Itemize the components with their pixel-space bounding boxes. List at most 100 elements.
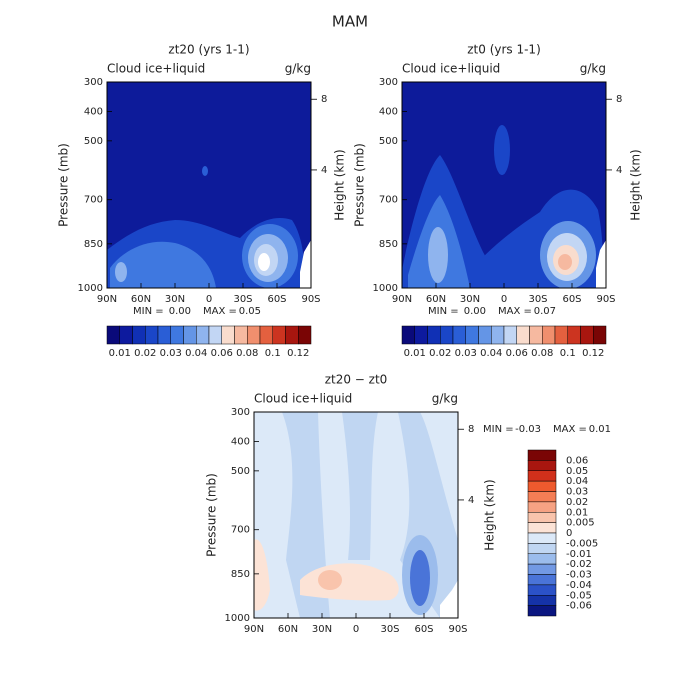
y-tick-label: 300 <box>231 407 250 418</box>
colorbar-box <box>527 449 557 461</box>
x-tick-label: 30N <box>312 624 332 635</box>
colorbar-box <box>285 325 299 345</box>
colorbar-box <box>527 470 557 482</box>
colorbar-box <box>234 325 248 345</box>
colorbar-box <box>527 543 557 554</box>
y-tick-label: 850 <box>84 239 103 250</box>
colorbar-box <box>465 325 479 345</box>
y-tick-label: 400 <box>84 106 103 117</box>
x-tick-label: 90S <box>301 294 320 305</box>
colorbar-box <box>529 325 543 345</box>
max-label: MAX = <box>203 306 237 317</box>
colorbar-label: 0.05 <box>566 466 588 477</box>
colorbar-label: -0.06 <box>566 601 592 612</box>
x-tick-label: 60S <box>414 624 433 635</box>
colorbar-box <box>132 325 146 345</box>
colorbar-label: 0.02 <box>429 348 451 359</box>
colorbar-box <box>401 325 415 345</box>
x-tick-label: 60N <box>426 294 446 305</box>
colorbar-label: 0.08 <box>531 348 553 359</box>
colorbar-label: 0.06 <box>566 455 588 466</box>
colorbar-box <box>478 325 492 345</box>
colorbar-box <box>259 325 273 345</box>
colorbar-label: 0.12 <box>287 348 309 359</box>
colorbar-box <box>527 480 557 492</box>
colorbar-label: -0.05 <box>566 590 592 601</box>
colorbar-label: 0.03 <box>160 348 182 359</box>
y2-axis-label: Height (km) <box>629 149 643 220</box>
colorbar-label: 0.01 <box>566 507 588 518</box>
colorbar-label: 0.03 <box>455 348 477 359</box>
y-tick-label: 700 <box>231 525 250 536</box>
x-tick-label: 90N <box>97 294 117 305</box>
colorbar-box <box>527 522 557 534</box>
colorbar-box <box>527 501 557 513</box>
min-value: -0.03 <box>515 424 541 435</box>
colorbar-label: 0.04 <box>185 348 207 359</box>
units: g/kg <box>285 62 311 76</box>
contour-field <box>254 412 458 618</box>
subtitle: Cloud ice+liquid <box>254 392 352 406</box>
x-tick-label: 30N <box>460 294 480 305</box>
y-tick-label: 300 <box>84 77 103 88</box>
x-tick-label: 60N <box>278 624 298 635</box>
colorbar-box <box>208 325 222 345</box>
x-tick-label: 90S <box>448 624 467 635</box>
suptitle: MAM <box>332 13 368 31</box>
colorbar-box <box>491 325 505 345</box>
colorbar-box <box>527 532 557 544</box>
colorbar-box <box>527 605 557 617</box>
colorbar-box <box>298 325 312 345</box>
x-tick-label: 60S <box>562 294 581 305</box>
colorbar-label: -0.03 <box>566 570 592 581</box>
colorbar-label: -0.04 <box>566 580 592 591</box>
colorbar-box <box>170 325 184 345</box>
min-value: 0.00 <box>464 306 486 317</box>
colorbar-box <box>503 325 517 345</box>
min-value: 0.00 <box>169 306 191 317</box>
y-tick-label: 500 <box>231 466 250 477</box>
contour-field <box>402 82 606 288</box>
y-axis-label: Pressure (mb) <box>205 473 219 557</box>
min-label: MIN = <box>428 306 459 317</box>
colorbar-box <box>527 574 557 586</box>
y2-axis-label: Height (km) <box>483 479 497 550</box>
x-tick-label: 30S <box>528 294 547 305</box>
colorbar-box <box>554 325 568 345</box>
max-value: 0.01 <box>589 424 611 435</box>
x-tick-label: 0 <box>353 624 359 635</box>
colorbar-box <box>119 325 133 345</box>
colorbar-box <box>157 325 171 345</box>
y-tick-label: 1000 <box>78 283 103 294</box>
colorbar-box <box>527 512 557 523</box>
colorbar-box <box>527 584 557 596</box>
units: g/kg <box>580 62 606 76</box>
colorbar-label: 0.04 <box>566 476 588 487</box>
units: g/kg <box>432 392 458 406</box>
x-tick-label: 30N <box>165 294 185 305</box>
panel-title: zt20 (yrs 1-1) <box>168 43 249 57</box>
colorbar-label: 0.12 <box>582 348 604 359</box>
colorbar-box <box>183 325 197 345</box>
colorbar-label: 0.1 <box>265 348 281 359</box>
y2-axis-label: Height (km) <box>333 149 347 220</box>
colorbar-box <box>567 325 581 345</box>
colorbar-box <box>527 553 557 565</box>
max-label: MAX = <box>498 306 532 317</box>
x-tick-label: 0 <box>206 294 212 305</box>
x-tick-label: 30S <box>380 624 399 635</box>
y-tick-label: 700 <box>379 195 398 206</box>
y-tick-label: 700 <box>84 195 103 206</box>
colorbar-label: 0.08 <box>236 348 258 359</box>
colorbar-box <box>247 325 261 345</box>
min-label: MIN = <box>133 306 164 317</box>
y-tick-label: 1000 <box>225 613 250 624</box>
colorbar-box <box>580 325 594 345</box>
colorbar-box <box>527 563 557 575</box>
y-tick-label: 500 <box>84 136 103 147</box>
y-tick-label: 500 <box>379 136 398 147</box>
colorbar-label: -0.005 <box>566 538 598 549</box>
colorbar-label: 0.06 <box>211 348 233 359</box>
y-tick-label: 850 <box>231 569 250 580</box>
colorbar-box <box>414 325 428 345</box>
